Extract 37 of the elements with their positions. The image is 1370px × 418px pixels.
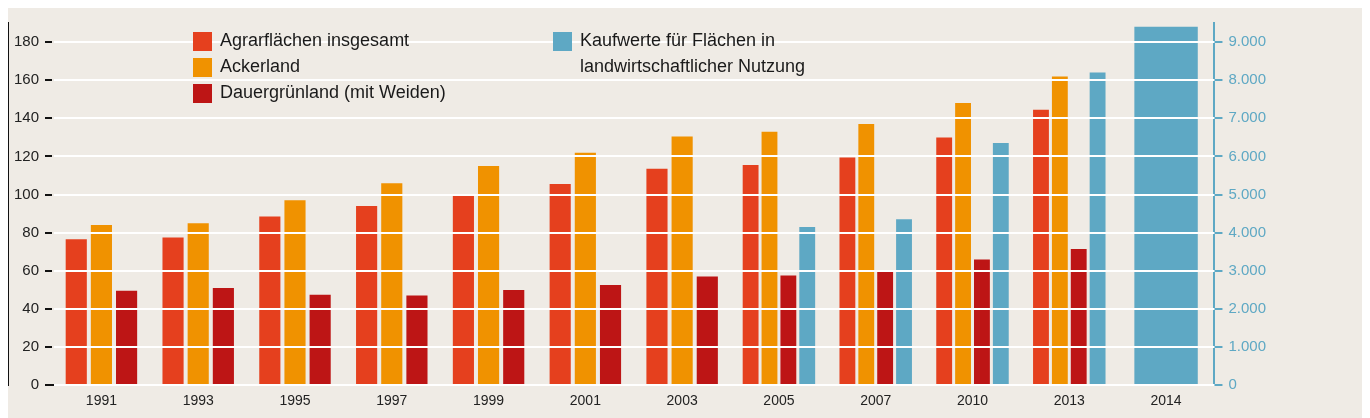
- x-tick-label: 1991: [85, 392, 118, 409]
- y2-tick-label: 8.000: [1228, 70, 1267, 88]
- bar: [1089, 72, 1106, 385]
- x-tick-label: 2007: [860, 392, 892, 409]
- y-tick-label: 160: [14, 70, 40, 88]
- y-tick-label: 120: [14, 146, 40, 164]
- x-tick-label: 2014: [1150, 392, 1182, 409]
- legend-label: Kaufwerte für Flächen in landwirtschaftlicher Nutzung: [580, 29, 806, 76]
- y2-tick-label: 3.000: [1228, 260, 1267, 278]
- y2-tick-label: 7.000: [1228, 108, 1267, 126]
- y2-tick-label: 6.000: [1228, 146, 1267, 164]
- y-tick-label: 100: [14, 184, 40, 202]
- y-tick-label: 0: [30, 375, 40, 393]
- y-tick-label: 80: [22, 222, 40, 240]
- x-tick-label: 2001: [569, 392, 602, 409]
- y-tick-label: 60: [22, 260, 40, 278]
- x-tick-label: 1997: [376, 392, 408, 409]
- y2-tick-label: 2.000: [1228, 299, 1267, 317]
- y2-tick-label: 5.000: [1228, 184, 1267, 202]
- y-tick-label: 140: [14, 108, 40, 126]
- y2-tick-label: 4.000: [1228, 222, 1267, 240]
- x-tick-label: 1993: [182, 392, 214, 409]
- x-tick-label: 1995: [279, 392, 311, 409]
- legend-label: Ackerland: [220, 55, 301, 76]
- legend-label: Agrarflächen insgesamt: [220, 29, 410, 50]
- y2-tick-label: 9.000: [1228, 32, 1267, 50]
- y-tick-label: 40: [22, 299, 40, 317]
- legend-label: Dauergrünland (mit Weiden): [220, 81, 446, 102]
- x-tick-label: 2013: [1053, 392, 1086, 409]
- y2-tick-label: 1.000: [1228, 337, 1267, 355]
- y-tick-label: 180: [14, 32, 40, 50]
- x-tick-label: 2010: [956, 392, 989, 409]
- x-tick-label: 2005: [763, 392, 795, 409]
- x-tick-label: 2003: [666, 392, 698, 409]
- y-tick-label: 20: [22, 337, 40, 355]
- x-tick-label: 1999: [472, 392, 505, 409]
- y2-tick-label: 0: [1228, 375, 1237, 393]
